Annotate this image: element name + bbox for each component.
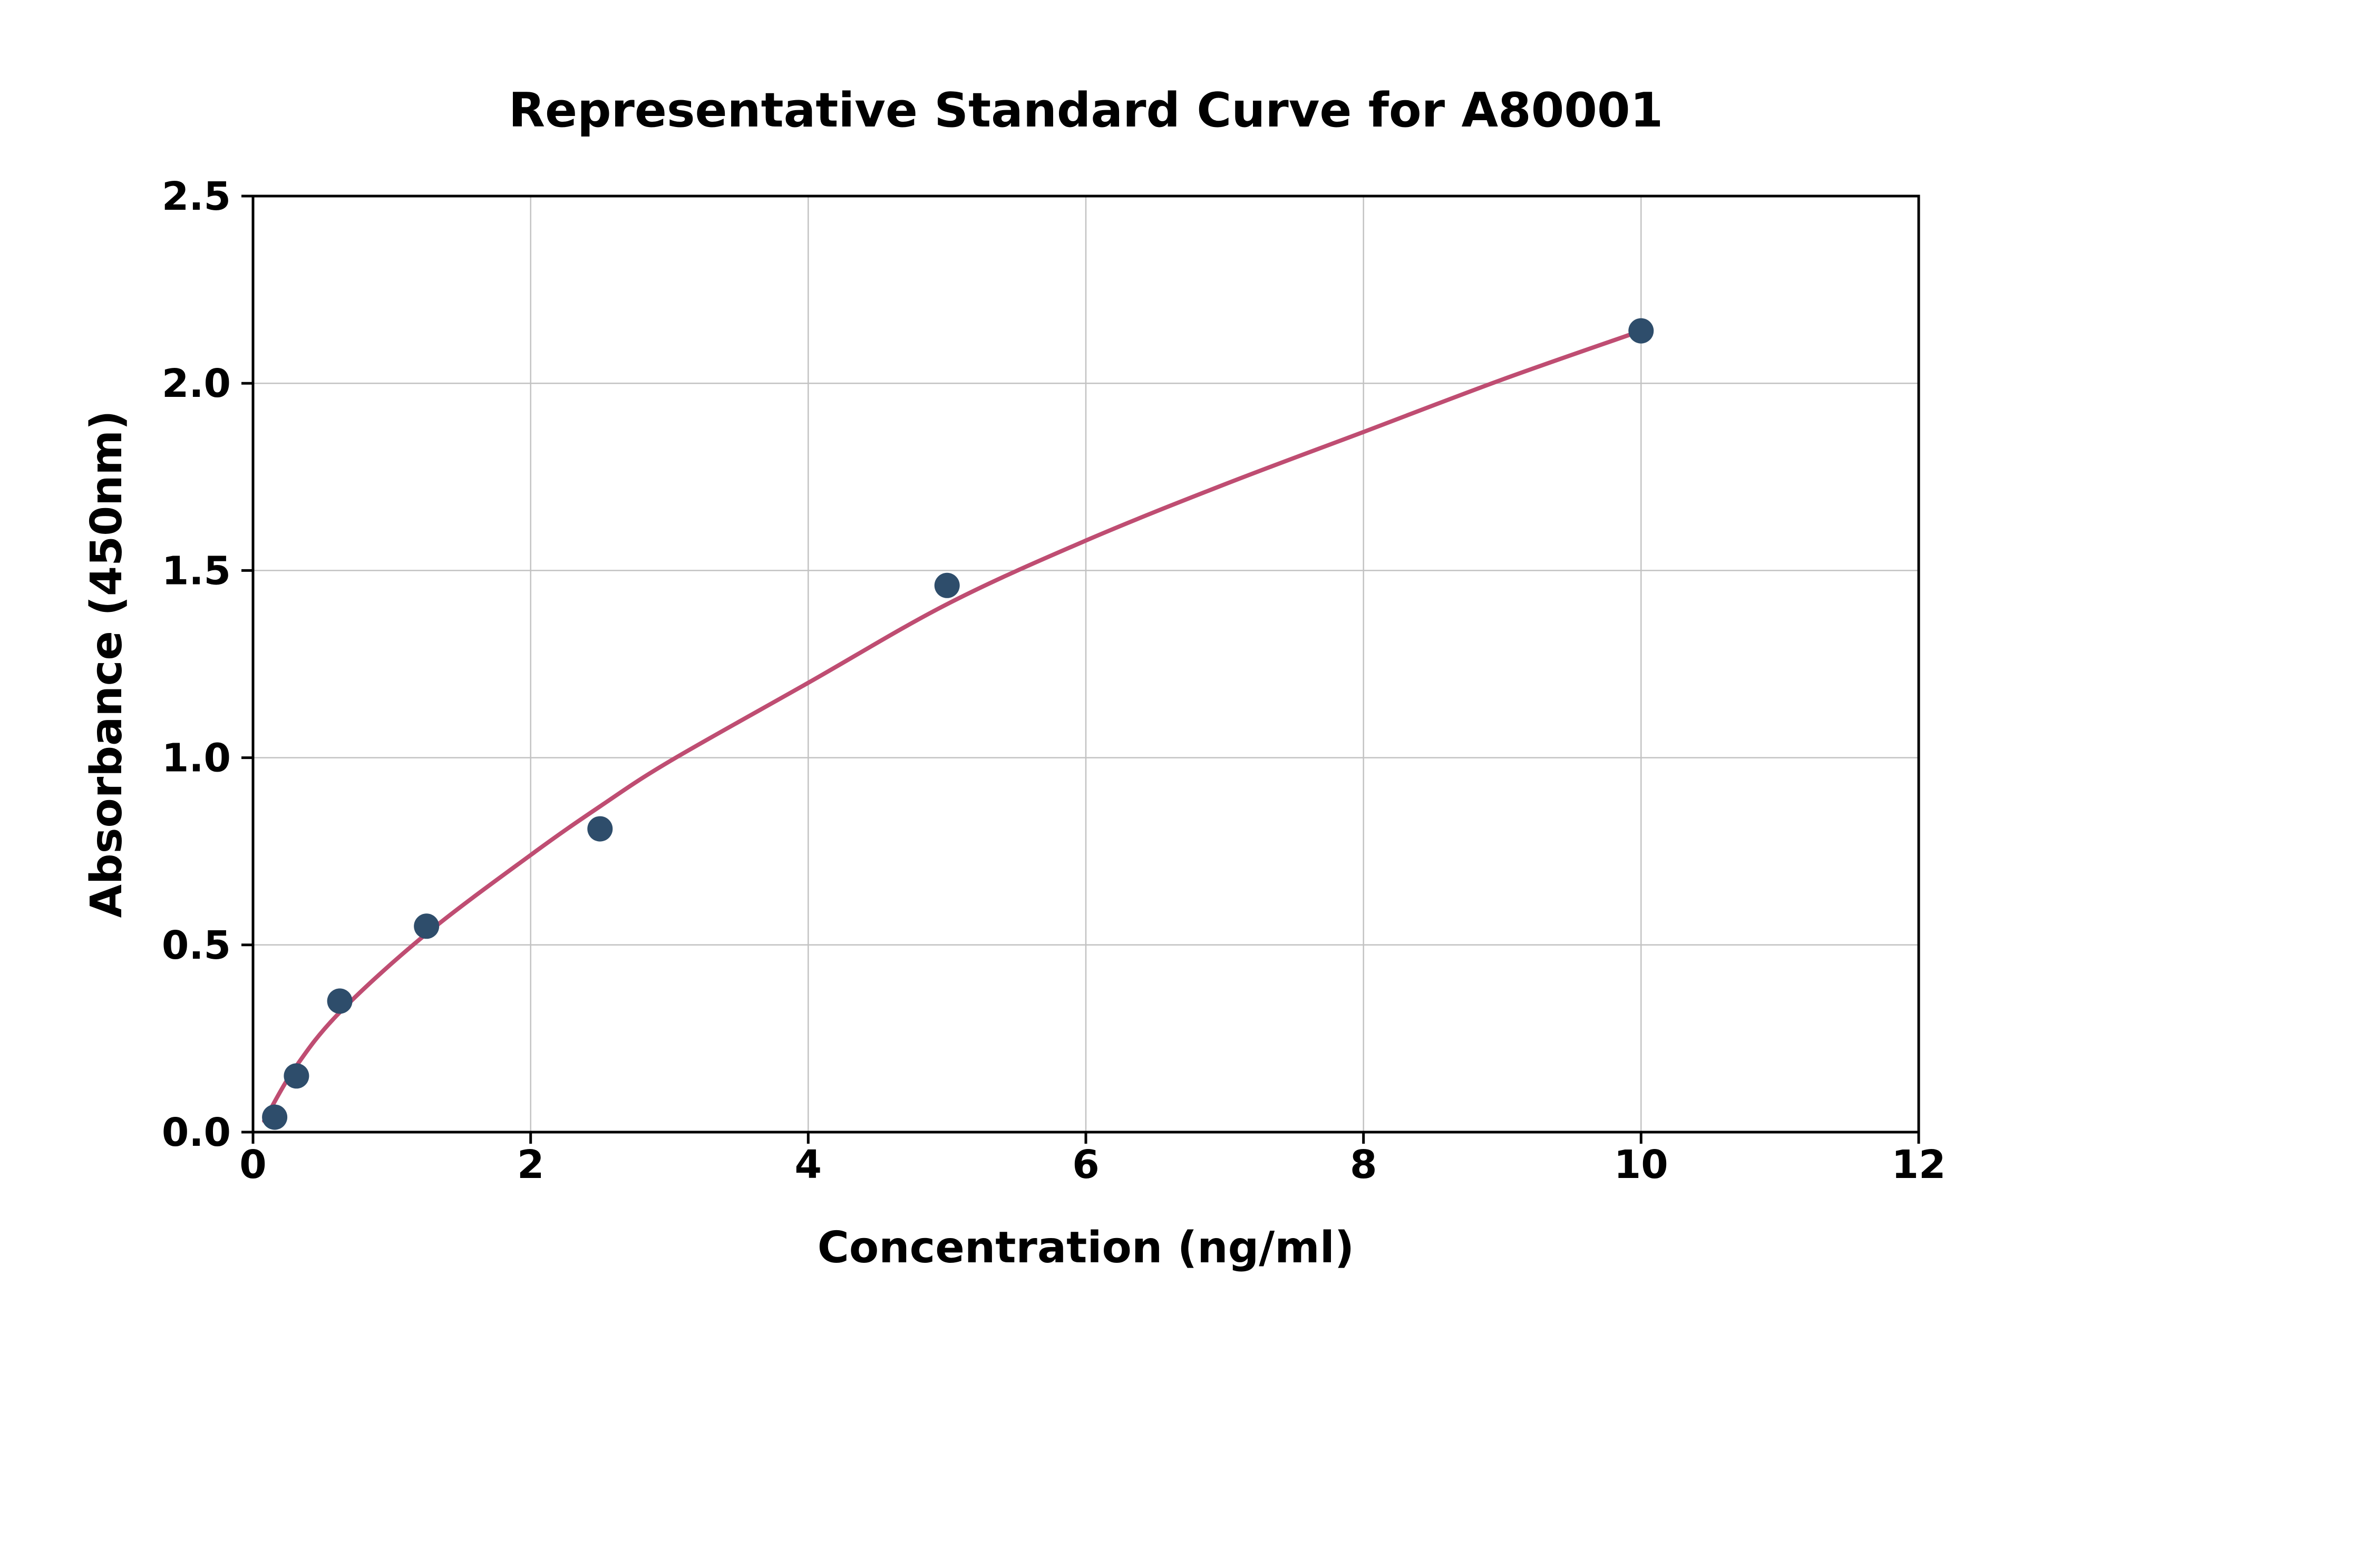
y-tick-label: 0.5 [162, 923, 231, 968]
x-tick-label: 12 [1892, 1142, 1946, 1187]
y-tick-label: 2.0 [162, 361, 231, 406]
data-point [1628, 318, 1654, 344]
y-tick-label: 0.0 [162, 1110, 231, 1155]
y-tick-label: 1.5 [162, 548, 231, 593]
x-tick-label: 0 [239, 1142, 267, 1187]
x-axis-label: Concentration (ng/ml) [818, 1223, 1355, 1273]
y-axis-label: Absorbance (450nm) [82, 411, 132, 918]
x-tick-label: 2 [517, 1142, 545, 1187]
data-point [414, 913, 440, 939]
data-point [327, 988, 353, 1014]
x-axis-ticks: 0 2 4 6 8 10 12 [239, 1132, 1946, 1187]
standard-data-points [262, 318, 1654, 1130]
x-tick-label: 4 [795, 1142, 822, 1187]
data-point [934, 572, 960, 598]
data-point [587, 816, 613, 842]
x-tick-label: 8 [1350, 1142, 1377, 1187]
y-tick-label: 2.5 [162, 174, 231, 219]
y-tick-label: 1.0 [162, 736, 231, 781]
x-tick-label: 10 [1614, 1142, 1668, 1187]
fit-curve-line [262, 328, 1644, 1123]
y-axis-ticks: 0.0 0.5 1.0 1.5 2.0 2.5 [162, 174, 253, 1155]
data-point [284, 1063, 309, 1089]
x-tick-label: 6 [1072, 1142, 1100, 1187]
gridlines [252, 195, 1920, 1133]
chart-title: Representative Standard Curve for A80001 [509, 83, 1664, 138]
data-point [262, 1104, 288, 1130]
